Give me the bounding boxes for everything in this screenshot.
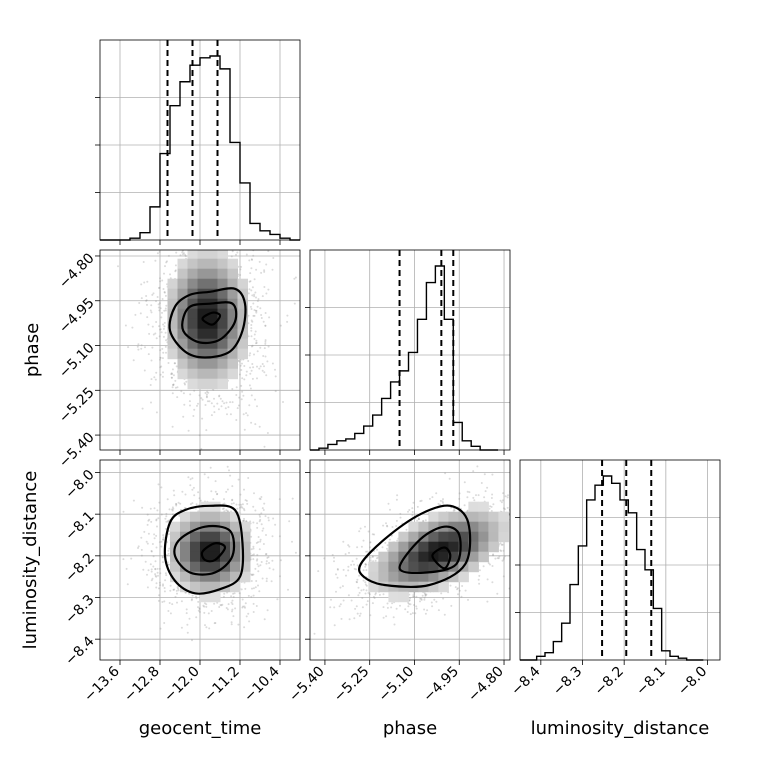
x-axis-label-luminosity_distance: luminosity_distance xyxy=(531,718,710,739)
x-tick-label: −8.4 xyxy=(508,663,543,698)
hist-panel-phase xyxy=(305,249,511,451)
histogram-luminosity_distance xyxy=(520,475,704,661)
contour-level-3 xyxy=(200,542,227,563)
contour-level-2 xyxy=(173,524,236,576)
x-tick-label: −13.6 xyxy=(81,663,123,705)
histogram-geocent_time xyxy=(100,55,300,241)
x-tick-label: −5.25 xyxy=(331,664,373,706)
contour-level-1 xyxy=(358,504,472,589)
x-tick-label: −12.0 xyxy=(161,664,203,706)
histogram-phase xyxy=(310,265,499,451)
y-axis-label-luminosity_distance: luminosity_distance xyxy=(20,471,41,650)
x-tick-label: −5.40 xyxy=(286,664,328,706)
x-axis-label-geocent_time: geocent_time xyxy=(139,718,262,739)
y-tick-label: −8.3 xyxy=(62,592,97,627)
contour-level-3 xyxy=(201,311,222,326)
y-axis-label-phase: phase xyxy=(22,323,43,377)
panel-frame xyxy=(309,249,511,451)
contour-level-1 xyxy=(168,287,247,359)
x-axis-label-phase: phase xyxy=(383,718,437,739)
x-tick-label: −4.80 xyxy=(465,664,507,706)
y-tick-label: −8.0 xyxy=(62,467,97,502)
x-tick-label: −8.3 xyxy=(550,664,585,699)
contour-level-2 xyxy=(181,301,238,345)
x-tick-label: −4.95 xyxy=(420,664,462,706)
y-tick-label: −8.1 xyxy=(62,509,97,544)
joint-panel-geocent_time-luminosity_distance xyxy=(99,459,301,661)
axis-ticks: −13.6−12.8−12.0−11.2−10.4 geocent_time −5.… xyxy=(20,240,710,739)
y-tick-label: −8.2 xyxy=(62,550,97,585)
y-tick-label: −5.40 xyxy=(56,429,98,471)
panel-frame xyxy=(309,459,511,661)
y-tick-label: −4.95 xyxy=(56,295,98,337)
contour-level-1 xyxy=(163,504,245,595)
x-tick-label: −12.8 xyxy=(121,664,163,706)
joint-panel-geocent_time-phase xyxy=(99,249,301,451)
x-tick-label: −10.4 xyxy=(241,663,283,705)
panel-frame xyxy=(519,459,721,661)
y-tick-label: −4.80 xyxy=(56,250,98,292)
joint-panel-phase-luminosity_distance xyxy=(309,459,511,661)
contour-level-2 xyxy=(398,525,462,575)
y-tick-label: −8.4 xyxy=(62,633,97,668)
x-tick-label: −8.0 xyxy=(675,664,710,699)
y-tick-label: −5.10 xyxy=(56,340,98,382)
density-shading xyxy=(368,501,509,603)
contour-level-3 xyxy=(431,546,452,570)
x-tick-label: −11.2 xyxy=(201,664,243,706)
x-tick-label: −8.2 xyxy=(592,664,627,699)
y-tick-label: −5.25 xyxy=(56,385,98,427)
hist-panel-geocent_time xyxy=(95,39,301,241)
x-tick-label: −8.1 xyxy=(633,664,668,699)
hist-panel-luminosity_distance xyxy=(515,459,721,661)
x-tick-label: −5.10 xyxy=(376,664,418,706)
